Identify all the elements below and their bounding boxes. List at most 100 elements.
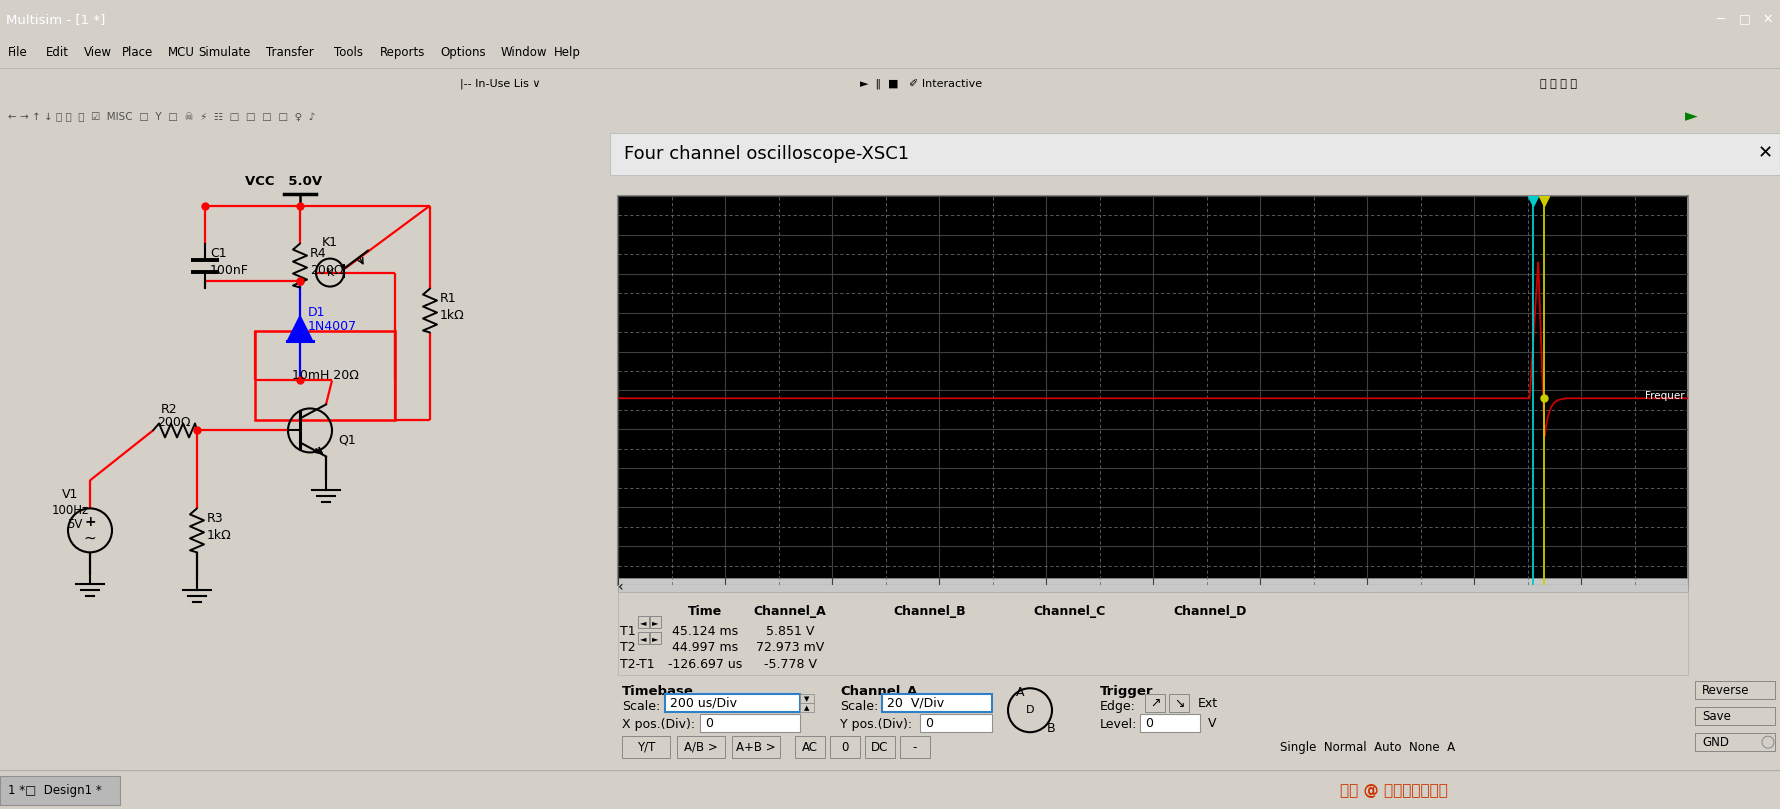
Text: Place: Place [123,46,153,59]
Text: +: + [84,515,96,529]
Text: AC: AC [803,741,819,754]
FancyBboxPatch shape [920,714,991,732]
Text: 5V: 5V [68,519,82,532]
Text: R2: R2 [160,404,178,417]
Text: |-- In-Use Lis ∨: |-- In-Use Lis ∨ [459,79,541,89]
Text: A+B >: A+B > [737,741,776,754]
Text: -: - [913,741,917,754]
Text: 20  V/Div: 20 V/Div [886,697,943,709]
Text: ← → ↑ ↓ ⤡ ⤣  ⎋  ☑  MISC  □  Y  □  ☠  ⚡  ☷  □  □  □  □  ♀  ♪: ← → ↑ ↓ ⤡ ⤣ ⎋ ☑ MISC □ Y □ ☠ ⚡ ☷ □ □ □ □… [7,112,315,121]
Bar [611,133,1780,175]
Text: Transfer: Transfer [265,46,313,59]
Text: A: A [1016,686,1025,699]
Text: ‹: ‹ [618,580,623,595]
FancyBboxPatch shape [666,694,799,712]
Text: Save: Save [1702,709,1730,722]
Text: K1: K1 [322,236,338,249]
Bar [865,736,895,758]
Text: Options: Options [440,46,486,59]
Text: T2-T1: T2-T1 [619,659,655,671]
FancyBboxPatch shape [1139,714,1200,732]
Bar [637,633,650,644]
Text: X pos.(Div):: X pos.(Div): [621,718,696,731]
Text: 1kΩ: 1kΩ [440,309,465,322]
Text: R1: R1 [440,292,457,305]
Bar [1145,694,1164,712]
Text: Tools: Tools [335,46,363,59]
Text: 0: 0 [1145,717,1153,730]
Text: ~: ~ [84,531,96,546]
Text: K: K [326,268,333,277]
Bar [799,694,813,703]
Text: ↘: ↘ [1173,697,1184,709]
FancyBboxPatch shape [700,714,799,732]
Text: 200Ω: 200Ω [310,264,344,277]
Text: Time: Time [687,605,723,618]
Text: ◄: ◄ [639,633,646,643]
Text: ─: ─ [1716,13,1723,26]
Text: B: B [1047,722,1056,735]
Text: Reports: Reports [379,46,425,59]
Bar [621,736,669,758]
Text: -126.697 us: -126.697 us [668,659,742,671]
Text: V: V [1209,717,1216,730]
Text: Channel_C: Channel_C [1034,605,1105,618]
Text: A/B >: A/B > [684,741,717,754]
Text: Edge:: Edge: [1100,701,1136,714]
Text: Timebase: Timebase [621,685,694,698]
Circle shape [1007,688,1052,732]
Text: ►: ► [651,618,659,627]
Text: 1N4007: 1N4007 [308,320,358,333]
Text: 头条 @ 物联网全栈开发: 头条 @ 物联网全栈开发 [1340,783,1447,798]
Text: Trigger: Trigger [1100,685,1153,698]
Text: MCU: MCU [167,46,194,59]
FancyBboxPatch shape [883,694,991,712]
Text: 10mH 20Ω: 10mH 20Ω [292,369,358,382]
Bar [1695,733,1775,752]
Text: Frequer: Frequer [1645,392,1686,401]
Text: Window: Window [500,46,546,59]
Text: Multisim - [1 *]: Multisim - [1 *] [5,13,105,26]
Text: Level:: Level: [1100,718,1137,731]
Text: VCC   5.0V: VCC 5.0V [246,175,322,188]
Text: C1: C1 [210,247,226,260]
Text: ►  ‖  ■   ✐ Interactive: ► ‖ ■ ✐ Interactive [860,78,983,90]
Text: 0: 0 [926,717,933,730]
Text: Scale:: Scale: [840,701,878,714]
Text: 200Ω: 200Ω [157,417,190,430]
Text: ✕: ✕ [1757,145,1773,163]
Text: Simulate: Simulate [198,46,251,59]
Text: 0: 0 [842,741,849,754]
Text: Scale:: Scale: [621,701,660,714]
Text: Y pos.(Div):: Y pos.(Div): [840,718,911,731]
Text: File: File [7,46,28,59]
Polygon shape [288,316,312,341]
Bar [637,616,650,629]
Text: ◄: ◄ [639,618,646,627]
Bar [1695,681,1775,699]
Text: 100nF: 100nF [210,264,249,277]
Text: ►: ► [1686,108,1698,125]
Text: D1: D1 [308,306,326,319]
Text: Four channel oscilloscope-XSC1: Four channel oscilloscope-XSC1 [625,145,910,163]
Bar [829,736,860,758]
Bar [799,703,813,712]
Text: ►: ► [651,633,659,643]
Bar [1169,694,1189,712]
Text: Edit: Edit [46,46,69,59]
Bar [732,736,780,758]
Text: ▲: ▲ [805,705,810,711]
Text: Channel_B: Channel_B [894,605,967,618]
Text: 100Hz: 100Hz [52,504,89,518]
Text: 1kΩ: 1kΩ [206,529,231,542]
Text: Channel_A: Channel_A [753,605,826,618]
Text: R3: R3 [206,512,224,525]
Bar [618,196,1687,586]
Text: V1: V1 [62,489,78,502]
Text: T1: T1 [619,625,635,638]
Bar [0,777,119,805]
Text: 1 *□  Design1 *: 1 *□ Design1 * [7,784,101,797]
Text: DC: DC [872,741,888,754]
Text: Single  Normal  Auto  None  A: Single Normal Auto None A [1280,741,1454,754]
Text: View: View [84,46,112,59]
